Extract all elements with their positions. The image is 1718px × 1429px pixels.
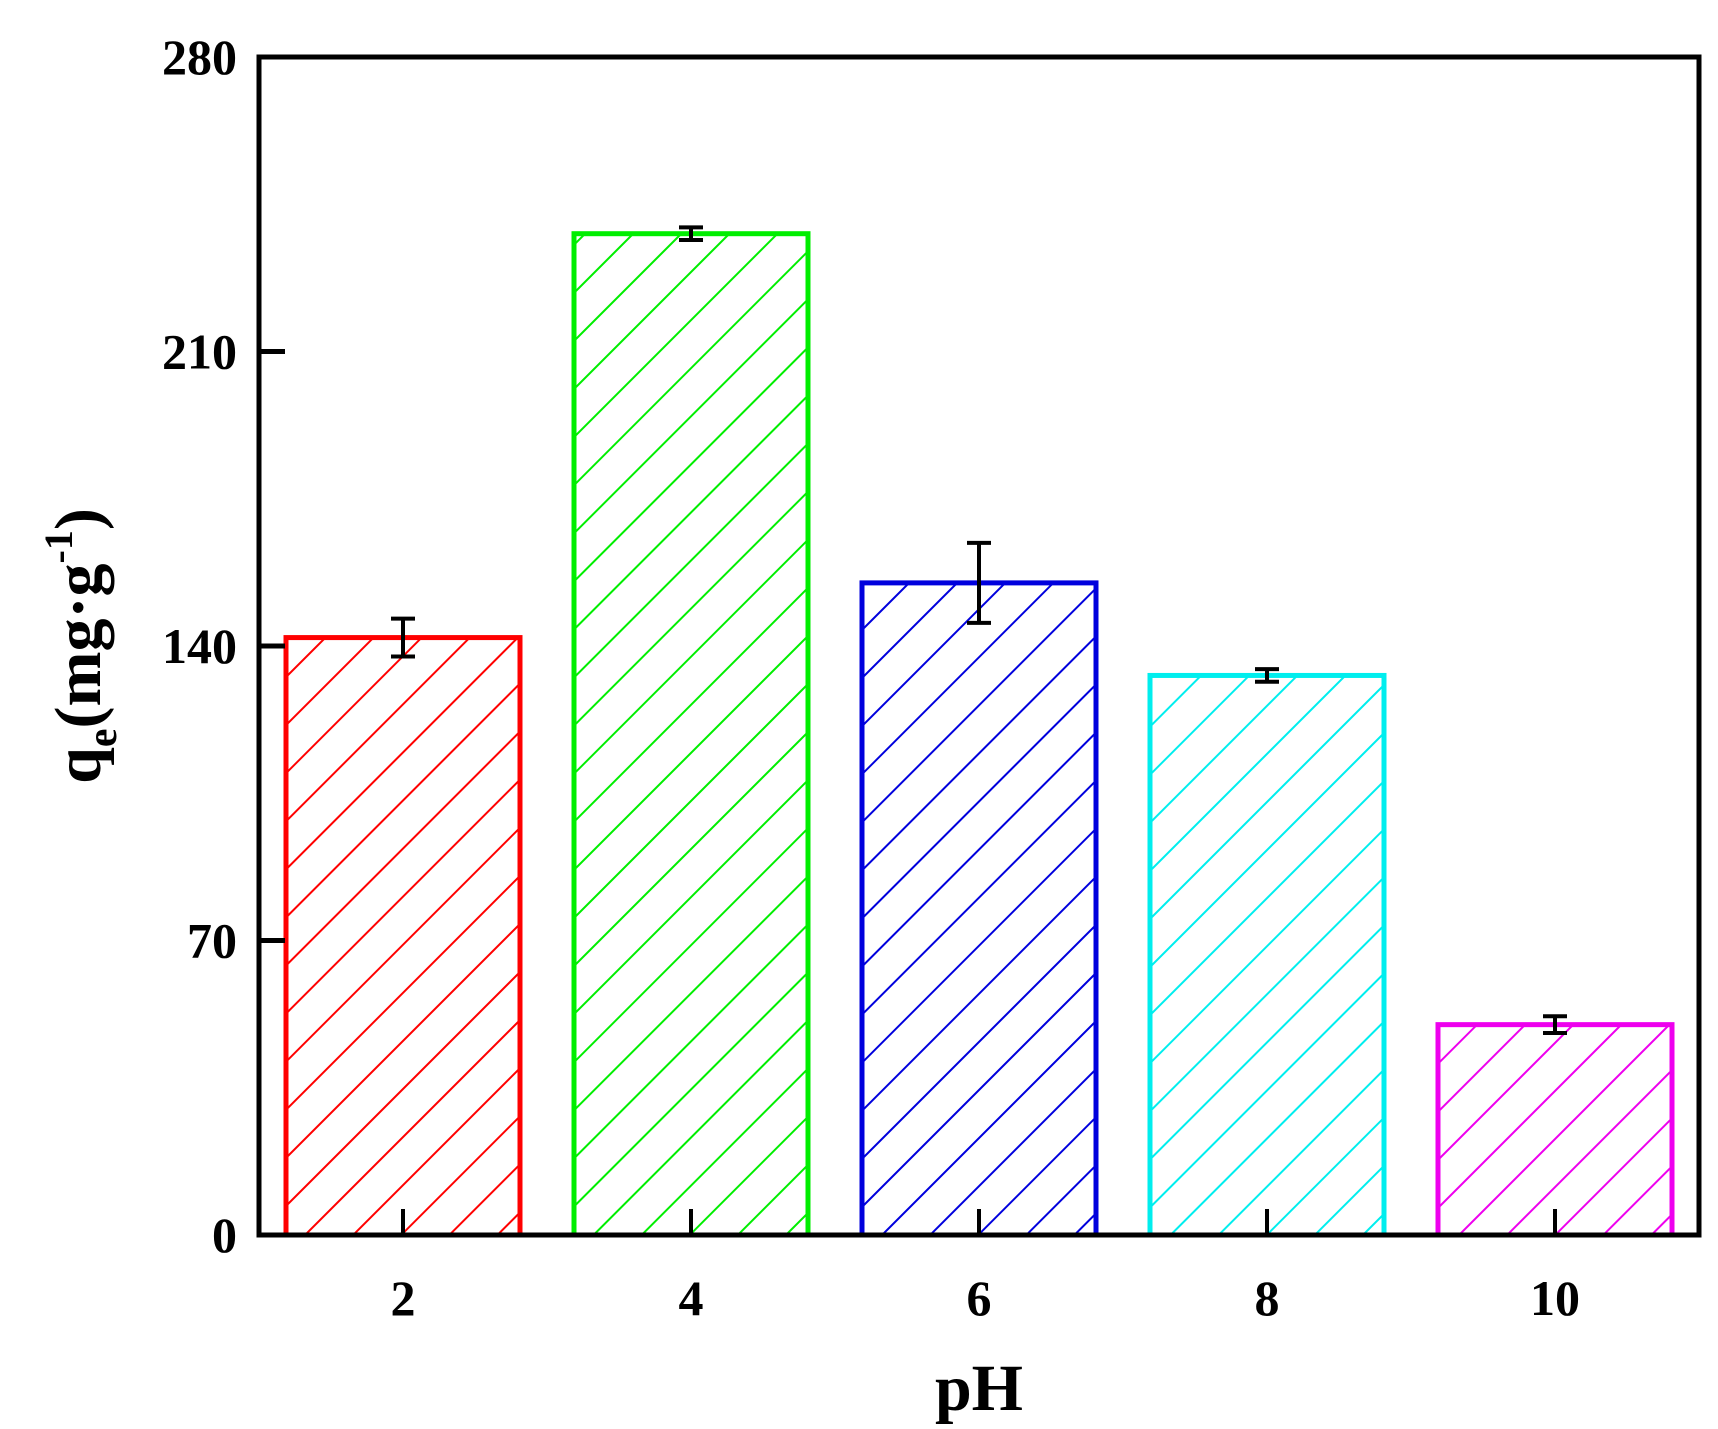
bar-ph-10 <box>1435 1022 1675 1238</box>
y-axis-title-main: q <box>42 747 115 784</box>
x-tick-label-6: 6 <box>967 1270 992 1326</box>
y-tick-label-140: 140 <box>162 618 237 674</box>
y-tick-label-70: 70 <box>187 913 237 969</box>
error-bar-ph-6 <box>967 540 991 625</box>
y-tick-label-210: 210 <box>162 324 237 380</box>
x-axis-title: pH <box>935 1352 1023 1425</box>
error-bar-ph-8 <box>1255 667 1279 684</box>
bar-ph-6 <box>859 580 1099 1238</box>
x-tick-label-4: 4 <box>679 1270 704 1326</box>
y-axis-title-close: ) <box>42 508 115 530</box>
y-axis-title: qe(mg·g-1) <box>36 508 126 784</box>
bar-group-ph-4 <box>571 225 811 1238</box>
bar-group-ph-6 <box>859 540 1099 1238</box>
y-tick-label-280: 280 <box>162 29 237 85</box>
bar-ph-4 <box>571 231 811 1238</box>
svg-text:qe(mg·g-1): qe(mg·g-1) <box>36 508 126 784</box>
bar-group-ph-2 <box>283 616 523 1238</box>
bars-layer <box>283 225 1675 1238</box>
bar-group-ph-8 <box>1147 667 1387 1238</box>
y-axis-title-unit: (mg·g <box>42 563 115 728</box>
y-axis: 0 70 140 210 280 <box>162 29 285 1263</box>
error-bar-ph-2 <box>391 616 415 659</box>
y-tick-label-0: 0 <box>212 1207 237 1263</box>
bar-ph-2 <box>283 635 523 1238</box>
bar-group-ph-10 <box>1435 1014 1675 1238</box>
x-tick-label-2: 2 <box>391 1270 416 1326</box>
error-bar-ph-4 <box>679 225 703 243</box>
x-axis: 2 4 6 8 10 <box>391 1270 1581 1326</box>
y-axis-title-superscript: -1 <box>36 530 81 563</box>
x-tick-label-8: 8 <box>1255 1270 1280 1326</box>
y-axis-title-subscript: e <box>80 728 126 747</box>
x-tick-label-10: 10 <box>1530 1270 1580 1326</box>
error-bar-ph-10 <box>1543 1014 1567 1036</box>
bar-ph-8 <box>1147 672 1387 1238</box>
